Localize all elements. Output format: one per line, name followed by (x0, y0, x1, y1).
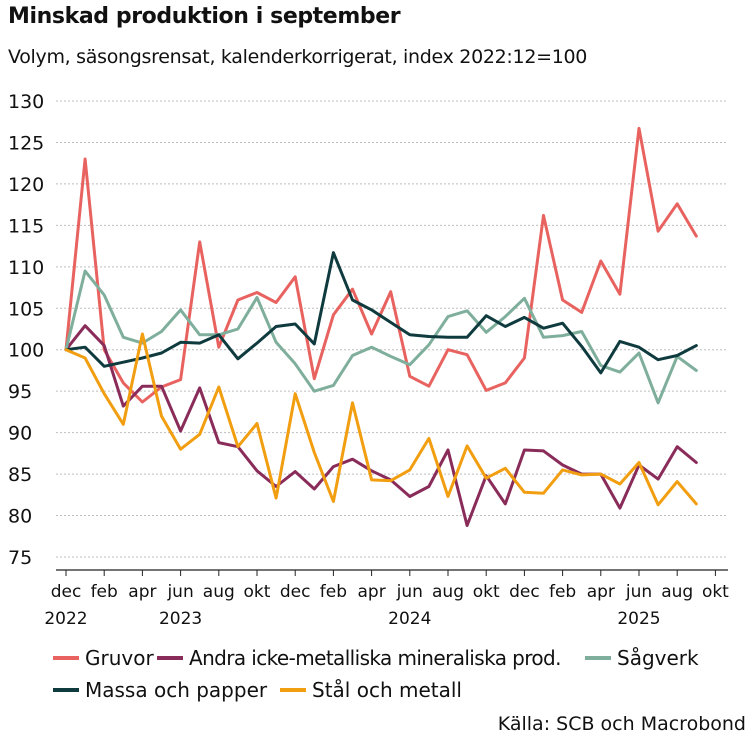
legend-item-sagverk: Sågverk (585, 646, 699, 670)
y-tick-label-85: 85 (8, 464, 32, 486)
chart-subtitle: Volym, säsongsrensat, kalenderkorrigerat… (8, 46, 588, 68)
legend-label-andra: Andra icke-metalliska mineraliska prod. (189, 646, 562, 670)
series-line-massa-och-papper (64, 251, 698, 375)
y-tick-label-110: 110 (8, 257, 44, 279)
x-tick-label-apr: apr (587, 582, 615, 602)
legend-label-gruvor: Gruvor (85, 646, 154, 670)
legend-label-stal: Stål och metall (312, 678, 462, 702)
x-tick-label-okt: okt (473, 582, 500, 602)
x-year-label-2024: 2024 (388, 609, 431, 629)
legend-swatch-stal (280, 688, 306, 692)
legend-swatch-massa (53, 688, 79, 692)
x-tick-label-jun: jun (396, 582, 423, 602)
x-tick-label-dec: dec (509, 582, 540, 602)
x-tick-label-dec: dec (51, 582, 82, 602)
legend-item-gruvor: Gruvor (53, 646, 154, 670)
x-tick-label-okt: okt (244, 582, 271, 602)
y-tick-label-90: 90 (8, 423, 32, 445)
series-line-andra-icke-metalliska-mineraliska-prod (64, 324, 698, 527)
y-tick-label-130: 130 (8, 91, 44, 113)
x-tick-label-jun: jun (625, 582, 652, 602)
legend-swatch-sagverk (585, 656, 611, 660)
x-tick-label-apr: apr (128, 582, 156, 602)
y-tick-label-105: 105 (8, 298, 44, 320)
x-year-label-2025: 2025 (617, 609, 660, 629)
legend-label-massa: Massa och papper (85, 678, 268, 702)
x-year-label-2022: 2022 (44, 609, 87, 629)
y-tick-label-100: 100 (8, 340, 44, 362)
y-tick-label-75: 75 (8, 547, 32, 569)
y-tick-label-115: 115 (8, 215, 44, 237)
y-tick-label-120: 120 (8, 174, 44, 196)
y-tick-label-125: 125 (8, 132, 44, 154)
x-tick-label-jun: jun (166, 582, 193, 602)
legend-label-sagverk: Sågverk (617, 646, 699, 670)
legend-item-stal: Stål och metall (280, 678, 462, 702)
series-line-sågverk (64, 269, 698, 405)
series-line-stål-och-metall (64, 332, 698, 507)
legend-item-massa: Massa och papper (53, 678, 267, 702)
x-tick-label-aug: aug (203, 582, 235, 602)
y-tick-label-80: 80 (8, 506, 32, 528)
x-year-label-2023: 2023 (159, 609, 202, 629)
x-tick-label-feb: feb (91, 582, 118, 602)
x-tick-label-okt: okt (702, 582, 729, 602)
x-tick-label-aug: aug (432, 582, 464, 602)
source-note: Källa: SCB och Macrobond (497, 713, 746, 735)
x-tick-label-feb: feb (320, 582, 347, 602)
legend-swatch-andra (157, 656, 183, 660)
x-tick-label-feb: feb (549, 582, 576, 602)
x-tick-label-apr: apr (357, 582, 385, 602)
series-line-gruvor (64, 126, 698, 404)
y-tick-label-95: 95 (8, 381, 32, 403)
legend-swatch-gruvor (53, 656, 79, 660)
chart-title: Minskad produktion i september (8, 4, 401, 29)
x-tick-label-dec: dec (280, 582, 311, 602)
x-tick-label-aug: aug (661, 582, 693, 602)
legend-item-andra: Andra icke-metalliska mineraliska prod. (157, 646, 562, 670)
